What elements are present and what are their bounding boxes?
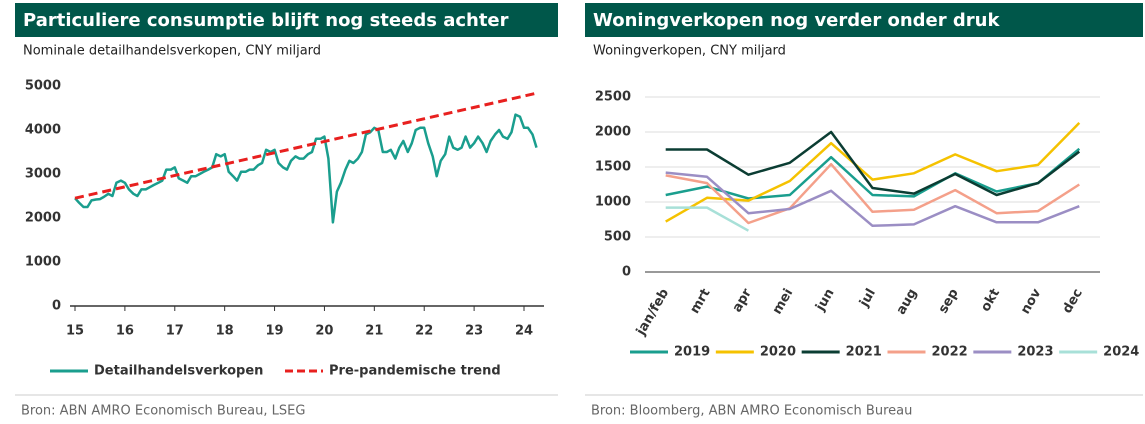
x-tick-label: 22 (415, 324, 433, 339)
x-tick-label: 21 (365, 324, 383, 339)
y-tick-label: 2000 (595, 125, 631, 140)
y-tick-label: 1000 (595, 195, 631, 210)
y-tick-label: 4000 (25, 123, 61, 138)
legend-label: 2020 (760, 345, 796, 360)
series-line (665, 162, 1080, 225)
chart-subtitle: Nominale detailhandelsverkopen, CNY milj… (23, 44, 321, 59)
legend-label: 2019 (674, 345, 710, 360)
x-tick-label: 18 (216, 324, 234, 339)
x-tick-label: 23 (465, 324, 483, 339)
y-tick-label: 2000 (25, 211, 61, 226)
title-bar (585, 3, 1143, 37)
x-tick-label: 24 (515, 324, 533, 339)
source: Bron: Bloomberg, ABN AMRO Economisch Bur… (591, 404, 912, 419)
x-tick-label: 15 (66, 324, 84, 339)
legend-label: Detailhandelsverkopen (94, 364, 263, 379)
chart-subtitle: Woningverkopen, CNY miljard (593, 44, 786, 59)
title-bar (15, 3, 558, 37)
series-line (665, 130, 1081, 197)
y-tick-label: 0 (52, 299, 61, 314)
y-tick-label: 3000 (25, 167, 61, 182)
legend-label: 2022 (932, 345, 968, 360)
y-tick-label: 500 (604, 230, 631, 245)
x-tick-label: 16 (116, 324, 134, 339)
x-tick-label: dec (1060, 286, 1086, 316)
x-tick-label: apr (730, 286, 756, 315)
x-tick-label: mei (770, 286, 796, 317)
y-tick-label: 1000 (25, 255, 61, 270)
series-line (665, 206, 750, 232)
legend-label: Pre-pandemische trend (329, 364, 501, 379)
series-line (665, 147, 1081, 200)
x-tick-label: mrt (687, 286, 713, 316)
x-tick-label: aug (894, 286, 921, 317)
y-tick-label: 0 (622, 265, 631, 280)
source: Bron: ABN AMRO Economisch Bureau, LSEG (21, 404, 305, 419)
y-tick-label: 1500 (595, 160, 631, 175)
series-line (665, 171, 1080, 228)
x-tick-label: 20 (315, 324, 333, 339)
legend-label: 2021 (846, 345, 882, 360)
x-tick-label: 19 (266, 324, 284, 339)
legend-label: 2023 (1017, 345, 1053, 360)
x-tick-label: nov (1018, 286, 1045, 317)
series-line (665, 122, 1081, 223)
x-tick-label: jun (813, 286, 838, 314)
x-tick-label: jan/feb (633, 286, 672, 339)
y-tick-label: 2500 (595, 90, 631, 105)
x-tick-label: 17 (166, 324, 184, 339)
y-tick-label: 5000 (25, 79, 61, 94)
chart-title: Woningverkopen nog verder onder druk (593, 10, 1000, 31)
x-tick-label: sep (936, 286, 962, 316)
x-tick-label: okt (978, 286, 1003, 314)
series-line (74, 113, 538, 224)
chart-title: Particuliere consumptie blijft nog steed… (23, 10, 509, 31)
x-tick-label: jul (856, 286, 879, 310)
legend-label: 2024 (1103, 345, 1139, 360)
series-line (74, 91, 540, 200)
